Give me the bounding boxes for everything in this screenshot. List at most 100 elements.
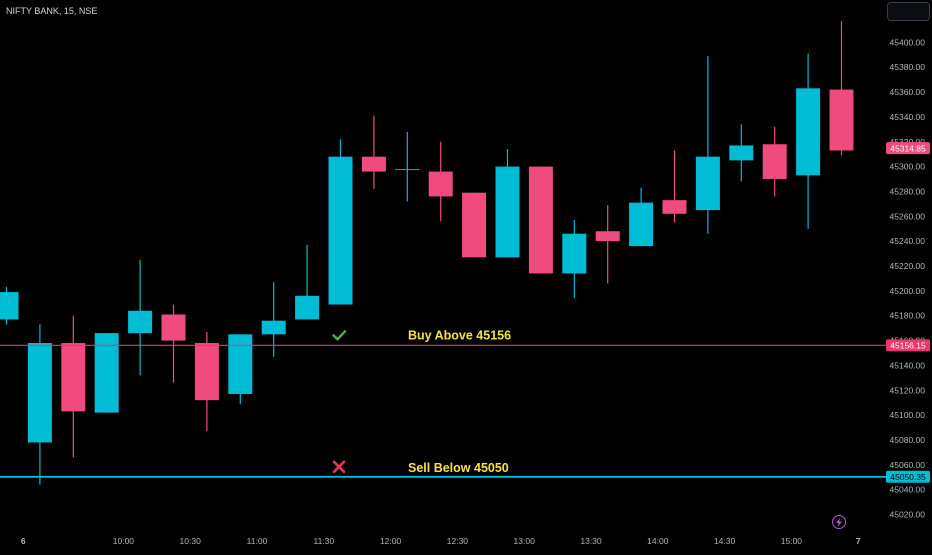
candle — [662, 150, 687, 223]
candle — [261, 282, 286, 357]
y-tick-label: 45340.00 — [890, 112, 926, 122]
candle — [528, 166, 553, 274]
candle — [0, 287, 19, 325]
y-tick-label: 45320.00 — [890, 137, 926, 147]
x-tick-label: 6 — [21, 536, 26, 546]
x-tick-label: 11:30 — [313, 536, 334, 546]
y-tick-label: 45080.00 — [890, 435, 926, 445]
candle-body — [462, 192, 487, 258]
candle-body — [796, 88, 821, 176]
sell-annotation: Sell Below 45050 — [408, 461, 509, 475]
candle — [595, 205, 620, 284]
candle — [829, 21, 854, 156]
cross-icon — [332, 460, 346, 474]
price-lines-layer: Buy Above 45156 Sell Below 45050 — [0, 328, 886, 478]
candle-body — [762, 144, 787, 180]
candle — [228, 334, 253, 404]
x-tick-label: 11:00 — [247, 536, 268, 546]
y-tick-label: 45300.00 — [890, 162, 926, 172]
y-tick-label: 45180.00 — [890, 311, 926, 321]
candle — [428, 141, 453, 222]
candle-body — [428, 171, 453, 197]
candle-body — [695, 156, 720, 211]
candle — [94, 333, 119, 413]
candle — [361, 115, 386, 189]
candle-body — [94, 333, 119, 413]
buy-price-label-text: 45156.15 — [890, 341, 926, 351]
candle — [796, 53, 821, 229]
x-tick-label: 15:00 — [781, 536, 803, 546]
candle — [295, 244, 320, 320]
x-tick-label: 13:00 — [514, 536, 536, 546]
candle-body — [528, 166, 553, 274]
candle-body — [128, 310, 153, 334]
y-tick-label: 45200.00 — [890, 286, 926, 296]
y-tick-label: 45020.00 — [890, 510, 926, 520]
candle — [695, 56, 720, 234]
candle — [462, 192, 487, 258]
lightning-icon[interactable] — [832, 515, 846, 529]
y-tick-label: 45380.00 — [890, 62, 926, 72]
price-axis[interactable]: 45020.00 45040.00 45060.00 45080.00 45100.00… — [886, 13, 930, 520]
sell-price-label-text: 45050.35 — [890, 472, 926, 482]
candle — [194, 331, 219, 432]
candle — [562, 220, 587, 299]
candle — [395, 131, 420, 202]
candles-layer — [0, 21, 854, 485]
candle — [161, 304, 186, 383]
y-tick-label: 45280.00 — [890, 186, 926, 196]
y-tick-label: 45260.00 — [890, 211, 926, 221]
last-price-label: 45314.85 — [886, 142, 930, 155]
candle — [762, 126, 787, 197]
candle-body — [261, 320, 286, 335]
x-tick-label: 12:30 — [447, 536, 469, 546]
y-tick-label: 45400.00 — [890, 37, 926, 47]
x-tick-label: 10:00 — [113, 536, 135, 546]
candle-body — [729, 145, 754, 161]
candle-body — [295, 295, 320, 320]
candle-body — [829, 89, 854, 151]
sell-price-label: 45050.35 — [886, 470, 930, 483]
candle-body — [161, 314, 186, 341]
x-tick-label: 14:00 — [647, 536, 669, 546]
y-tick-label: 45060.00 — [890, 460, 926, 470]
last-price-label-text: 45314.85 — [890, 143, 926, 153]
candle — [61, 315, 86, 458]
y-tick-label: 45360.00 — [890, 87, 926, 97]
candle-body — [595, 231, 620, 242]
candle — [495, 149, 520, 258]
chart-settings-button[interactable] — [887, 2, 930, 21]
y-tick-label: 45140.00 — [890, 360, 926, 370]
candle-body — [562, 233, 587, 274]
y-tick-label: 45220.00 — [890, 261, 926, 271]
x-tick-label: 7 — [856, 536, 861, 546]
buy-price-label: 45156.15 — [886, 339, 930, 352]
y-tick-label: 45120.00 — [890, 385, 926, 395]
candle-body — [27, 343, 52, 443]
candle — [629, 187, 654, 247]
buy-annotation: Buy Above 45156 — [408, 328, 511, 342]
x-tick-label: 14:30 — [714, 536, 736, 546]
candle — [128, 259, 153, 376]
candle — [729, 124, 754, 182]
candle-body — [662, 200, 687, 214]
x-tick-label: 12:00 — [380, 536, 402, 546]
symbol-title: NIFTY BANK, 15, NSE — [6, 6, 98, 16]
candle-body — [361, 156, 386, 172]
candle-body — [395, 169, 420, 171]
candle — [27, 324, 52, 485]
candle-body — [495, 166, 520, 258]
check-icon — [332, 330, 347, 341]
candle-body — [194, 343, 219, 401]
candle — [328, 139, 353, 305]
time-axis[interactable]: 6 10:00 10:30 11:00 11:30 12:00 12:30 13:00 13:3… — [21, 536, 861, 546]
candle-body — [61, 343, 86, 412]
candle-body — [629, 202, 654, 247]
y-tick-label: 45100.00 — [890, 410, 926, 420]
candle-body — [328, 156, 353, 305]
x-tick-label: 13:30 — [580, 536, 602, 546]
y-tick-label: 45040.00 — [890, 485, 926, 495]
x-tick-label: 10:30 — [180, 536, 202, 546]
